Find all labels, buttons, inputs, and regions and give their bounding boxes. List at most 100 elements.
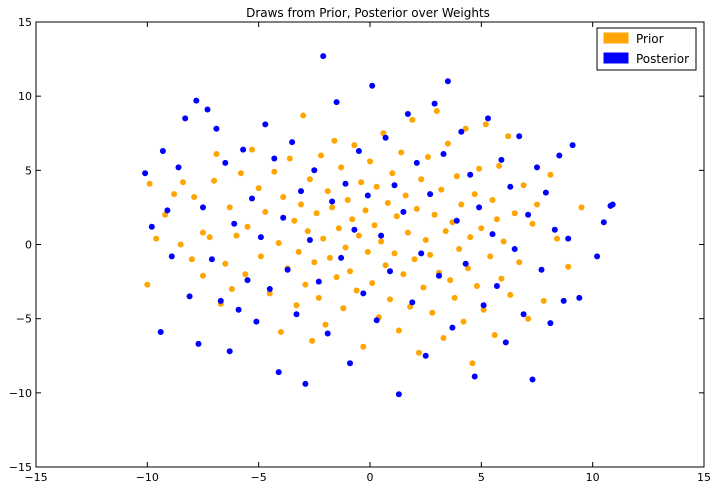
data-point-prior — [456, 246, 463, 252]
data-point-posterior — [351, 226, 358, 233]
x-axis: −15 −10 −5 0 5 10 15 — [24, 22, 711, 484]
legend-label-posterior: Posterior — [636, 52, 689, 66]
data-point-prior — [344, 197, 351, 203]
data-point-posterior — [193, 97, 200, 104]
data-point-prior — [322, 321, 329, 328]
data-point-prior — [547, 171, 554, 178]
data-point-posterior — [226, 348, 233, 355]
data-point-prior — [257, 253, 264, 260]
data-point-posterior — [280, 214, 287, 221]
data-point-prior — [442, 228, 449, 235]
data-point-prior — [293, 302, 300, 309]
y-tick-label: 10 — [18, 90, 32, 103]
data-point-prior — [507, 291, 514, 298]
data-point-prior — [451, 294, 458, 301]
data-point-prior — [565, 263, 572, 270]
data-point-posterior — [458, 128, 465, 135]
data-point-posterior — [373, 317, 380, 324]
data-point-prior — [200, 229, 206, 236]
data-point-prior — [369, 280, 376, 287]
y-tick-label: −10 — [9, 387, 32, 400]
data-point-posterior — [440, 151, 447, 157]
data-point-posterior — [576, 294, 583, 301]
data-point-posterior — [195, 340, 202, 347]
data-point-prior — [249, 146, 255, 153]
data-point-prior — [271, 168, 278, 175]
data-point-prior — [382, 262, 389, 269]
data-point-prior — [578, 204, 585, 211]
data-point-posterior — [217, 297, 224, 304]
data-point-posterior — [164, 207, 171, 214]
data-point-posterior — [436, 272, 442, 279]
data-point-prior — [411, 256, 418, 263]
data-point-prior — [244, 223, 251, 230]
data-point-posterior — [485, 115, 491, 122]
data-point-prior — [302, 281, 309, 288]
data-point-prior — [500, 238, 507, 245]
data-point-prior — [534, 201, 540, 208]
data-point-posterior — [342, 180, 349, 187]
x-tick-label: −5 — [251, 471, 267, 484]
data-point-posterior — [538, 266, 545, 273]
data-point-prior — [188, 256, 195, 263]
data-point-posterior — [204, 106, 211, 113]
data-point-posterior — [489, 231, 496, 238]
data-point-prior — [476, 165, 483, 172]
legend-swatch-posterior — [603, 52, 629, 64]
data-point-posterior — [364, 192, 371, 199]
data-point-prior — [342, 244, 349, 251]
data-point-posterior — [520, 311, 527, 318]
data-point-prior — [525, 315, 532, 322]
data-point-posterior — [315, 278, 322, 285]
x-tick-label: −15 — [24, 471, 47, 484]
data-point-posterior — [320, 53, 327, 60]
data-point-prior — [422, 237, 429, 243]
data-point-prior — [429, 309, 436, 316]
data-point-posterior — [516, 133, 523, 140]
data-point-posterior — [431, 100, 438, 107]
data-point-posterior — [302, 380, 309, 387]
chart-title: Draws from Prior, Posterior over Weights — [246, 6, 490, 20]
data-point-prior — [433, 108, 440, 114]
data-point-prior — [391, 250, 398, 257]
data-point-posterior — [418, 250, 425, 257]
data-point-posterior — [324, 330, 331, 337]
data-point-posterior — [400, 208, 407, 215]
data-point-prior — [162, 211, 169, 218]
data-point-posterior — [213, 125, 220, 132]
data-point-posterior — [409, 299, 416, 306]
data-point-prior — [416, 349, 422, 356]
data-point-prior — [331, 137, 338, 144]
data-point-prior — [398, 149, 405, 156]
data-point-posterior — [182, 115, 189, 122]
data-point-prior — [516, 259, 523, 266]
data-point-prior — [413, 205, 420, 212]
data-point-prior — [211, 177, 218, 184]
data-point-posterior — [387, 268, 393, 275]
legend-label-prior: Prior — [636, 32, 664, 46]
data-point-prior — [371, 222, 378, 229]
x-tick-label: 0 — [367, 471, 374, 484]
data-point-prior — [335, 225, 342, 232]
data-point-prior — [295, 248, 302, 255]
x-tick-label: −10 — [136, 471, 159, 484]
data-point-posterior — [142, 170, 149, 177]
data-point-prior — [358, 179, 365, 186]
data-point-prior — [275, 240, 282, 246]
data-point-posterior — [556, 152, 563, 159]
data-point-posterior — [449, 324, 456, 331]
data-point-prior — [487, 253, 494, 260]
data-point-posterior — [534, 164, 540, 171]
data-point-prior — [255, 185, 262, 192]
data-point-prior — [277, 329, 284, 335]
data-point-prior — [493, 216, 500, 223]
data-point-posterior — [507, 183, 514, 190]
data-point-prior — [266, 290, 273, 297]
data-point-prior — [360, 343, 367, 350]
data-point-prior — [540, 297, 547, 304]
data-point-prior — [311, 259, 318, 266]
data-point-posterior — [502, 339, 509, 346]
data-point-prior — [362, 207, 369, 214]
data-point-posterior — [444, 78, 451, 85]
